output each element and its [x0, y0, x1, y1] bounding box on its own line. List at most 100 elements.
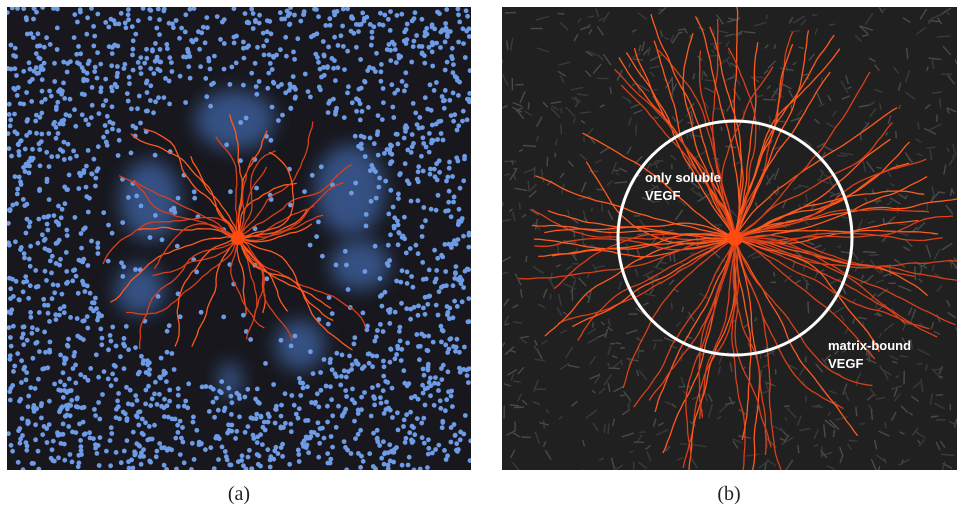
- matrix-dot: [458, 370, 463, 375]
- matrix-dot: [78, 438, 83, 443]
- matrix-dot: [370, 385, 375, 390]
- matrix-dot: [101, 210, 106, 215]
- matrix-dot: [49, 94, 54, 99]
- matrix-dot: [384, 407, 389, 412]
- matrix-dot: [92, 69, 97, 74]
- matrix-dot: [16, 85, 21, 90]
- matrix-dot: [94, 352, 99, 357]
- matrix-dot: [447, 347, 452, 352]
- matrix-dot: [465, 14, 470, 19]
- matrix-dot: [409, 199, 414, 204]
- matrix-dot: [37, 310, 42, 315]
- matrix-dot: [291, 74, 296, 79]
- matrix-dot: [33, 386, 38, 391]
- matrix-dot: [317, 441, 322, 446]
- matrix-dot: [457, 80, 462, 85]
- matrix-dot: [445, 34, 450, 39]
- matrix-dot: [127, 81, 132, 86]
- matrix-dot: [440, 328, 445, 333]
- matrix-dot: [35, 71, 40, 76]
- tip-cell: [231, 231, 245, 245]
- matrix-dot: [76, 186, 81, 191]
- matrix-fibre: [639, 432, 645, 433]
- matrix-dot: [228, 82, 233, 87]
- matrix-dot: [395, 410, 400, 415]
- matrix-dot: [345, 91, 350, 96]
- matrix-dot: [64, 250, 69, 255]
- matrix-dot: [268, 465, 273, 470]
- matrix-dot: [192, 189, 197, 194]
- matrix-dot: [241, 463, 246, 468]
- matrix-dot: [433, 375, 438, 380]
- matrix-dot: [454, 242, 459, 247]
- matrix-dot: [295, 36, 300, 41]
- matrix-dot: [436, 388, 441, 393]
- matrix-dot: [344, 394, 349, 399]
- matrix-dot: [436, 443, 441, 448]
- matrix-dot: [88, 366, 93, 371]
- matrix-dot: [215, 14, 220, 19]
- matrix-dot: [460, 299, 465, 304]
- matrix-dot: [366, 352, 371, 357]
- matrix-dot: [387, 310, 392, 315]
- matrix-dot: [28, 156, 33, 161]
- matrix-dot: [296, 452, 301, 457]
- matrix-dot: [379, 62, 384, 67]
- matrix-dot: [144, 388, 149, 393]
- matrix-dot: [363, 154, 368, 159]
- matrix-dot: [109, 63, 114, 68]
- matrix-dot: [401, 368, 406, 373]
- matrix-dot: [27, 224, 32, 229]
- matrix-dot: [208, 385, 213, 390]
- matrix-dot: [320, 426, 325, 431]
- matrix-dot: [34, 10, 39, 15]
- matrix-dot: [228, 189, 233, 194]
- matrix-dot: [421, 416, 426, 421]
- matrix-dot: [95, 76, 100, 81]
- matrix-dot: [68, 59, 73, 64]
- matrix-dot: [271, 382, 276, 387]
- matrix-dot: [30, 461, 35, 466]
- matrix-dot: [83, 431, 88, 436]
- matrix-dot: [273, 421, 278, 426]
- matrix-dot: [284, 54, 289, 59]
- matrix-dot: [62, 140, 67, 145]
- matrix-dot: [167, 323, 172, 328]
- matrix-dot: [352, 335, 357, 340]
- matrix-dot: [156, 95, 161, 100]
- matrix-dot: [359, 395, 364, 400]
- matrix-dot: [68, 452, 73, 457]
- matrix-dot: [148, 437, 153, 442]
- matrix-dot: [400, 463, 405, 468]
- matrix-dot: [67, 377, 72, 382]
- matrix-dot: [431, 138, 436, 143]
- matrix-dot: [411, 285, 416, 290]
- matrix-dot: [245, 387, 250, 392]
- matrix-dot: [65, 70, 70, 75]
- matrix-dot: [375, 328, 380, 333]
- matrix-dot: [135, 398, 140, 403]
- matrix-dot: [330, 311, 335, 316]
- matrix-dot: [293, 334, 298, 339]
- matrix-dot: [288, 22, 293, 27]
- matrix-dot: [362, 79, 367, 84]
- matrix-dot: [394, 60, 399, 65]
- matrix-dot: [450, 46, 455, 51]
- matrix-dot: [126, 195, 131, 200]
- matrix-dot: [55, 26, 60, 31]
- matrix-dot: [190, 441, 195, 446]
- matrix-dot: [457, 207, 462, 212]
- matrix-dot: [28, 385, 33, 390]
- matrix-dot: [131, 38, 136, 43]
- matrix-dot: [444, 397, 449, 402]
- matrix-dot: [356, 29, 361, 34]
- matrix-dot: [45, 222, 50, 227]
- matrix-dot: [109, 85, 114, 90]
- matrix-dot: [29, 315, 34, 320]
- matrix-dot: [234, 429, 239, 434]
- matrix-dot: [432, 88, 437, 93]
- matrix-dot: [378, 322, 383, 327]
- matrix-fibre: [937, 115, 938, 122]
- matrix-dot: [411, 44, 416, 49]
- matrix-dot: [441, 363, 446, 368]
